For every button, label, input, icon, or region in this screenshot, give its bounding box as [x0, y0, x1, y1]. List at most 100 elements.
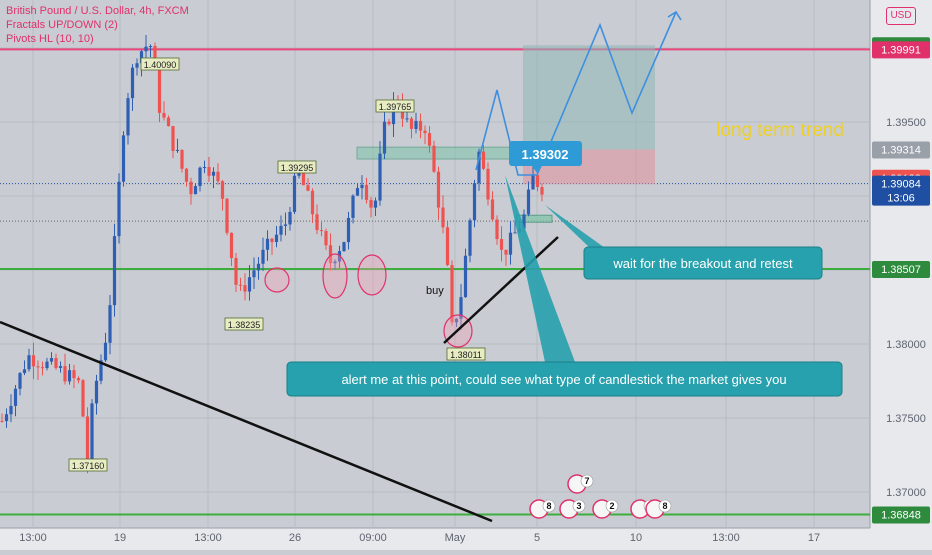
candle-body — [450, 265, 454, 323]
candle-body — [198, 167, 202, 187]
event-badge-circle — [572, 499, 586, 513]
pivot-label: 1.38011 — [450, 350, 482, 360]
candle-body — [405, 118, 409, 120]
candle-body — [270, 238, 274, 243]
indicator-pivots[interactable]: Pivots HL (10, 10) — [6, 33, 94, 45]
candle-body — [256, 263, 261, 271]
pivot-label: 1.39295 — [281, 163, 314, 173]
candle-body — [414, 120, 418, 129]
price-callout-pointer — [532, 166, 542, 173]
candle-body — [234, 258, 238, 285]
x-tick-label: 13:00 — [19, 532, 47, 544]
trend-text: long term trend — [716, 120, 844, 141]
x-tick-label: 09:00 — [359, 532, 387, 544]
candle-body — [499, 239, 504, 250]
x-tick-label: 17 — [808, 532, 820, 544]
pivot-label-box — [140, 57, 180, 71]
long-trendline — [0, 320, 493, 523]
candle-body — [310, 190, 315, 215]
candle-body — [382, 121, 387, 154]
note-alert: alert me at this point, could see what t… — [341, 372, 786, 387]
candle-body — [495, 219, 499, 240]
candle-body — [36, 366, 40, 368]
note-retest-box — [583, 246, 823, 280]
pivot-label-box — [375, 99, 415, 113]
candle-body — [441, 207, 445, 228]
candle-body — [378, 153, 382, 201]
candle-body — [81, 380, 85, 417]
candle-body — [189, 181, 193, 195]
buy-label: buy — [426, 285, 444, 297]
candle-body — [76, 378, 81, 381]
candle-body — [9, 405, 13, 415]
candle-body — [364, 184, 369, 200]
candle-body — [522, 214, 526, 229]
candle-body — [423, 130, 427, 134]
candle-body — [427, 133, 432, 146]
x-tick-label: 26 — [289, 532, 301, 544]
candle-body — [324, 230, 328, 246]
highlight-ellipse — [322, 253, 348, 299]
event-badge-circle — [605, 499, 619, 513]
time-axis-background — [0, 528, 870, 550]
price-axis-tag — [872, 141, 930, 159]
x-tick-label: 5 — [534, 532, 540, 544]
highlight-ellipse — [357, 254, 387, 296]
candle-body — [99, 360, 103, 381]
candle-body — [459, 297, 463, 319]
candle-body — [90, 403, 94, 465]
candle-body — [54, 358, 58, 368]
x-tick-label: 13:00 — [712, 532, 740, 544]
symbol-title[interactable]: British Pound / U.S. Dollar, 4h, FXCM — [6, 5, 189, 17]
candle-body — [238, 284, 243, 286]
indicator-fractals[interactable]: Fractals UP/DOWN (2) — [6, 19, 118, 31]
candle-body — [108, 305, 112, 343]
candle-body — [468, 220, 472, 256]
highlight-ellipse — [264, 267, 290, 293]
candle-body — [27, 355, 31, 370]
candle-body — [360, 184, 364, 189]
candle-body — [288, 211, 292, 225]
price-axis-tag — [872, 506, 930, 524]
pivot-label-box — [68, 458, 108, 472]
candle-body — [418, 120, 423, 131]
candle-body — [49, 358, 54, 362]
y-tick-label: 1.37500 — [886, 413, 926, 425]
candle-body — [490, 199, 495, 220]
y-tick-label: 1.38000 — [886, 339, 926, 351]
candle-body — [72, 370, 76, 379]
candle-body — [504, 249, 508, 255]
candle-body — [445, 227, 450, 266]
candle-body — [535, 175, 540, 188]
event-badge-circle — [542, 499, 556, 513]
candle-body — [94, 380, 99, 404]
candle-body — [432, 145, 436, 172]
candles — [0, 35, 544, 474]
candle-body — [333, 261, 337, 264]
projection-path — [475, 11, 677, 176]
candle-body — [481, 151, 486, 169]
note-retest-pointer — [545, 205, 605, 248]
candle-body — [112, 236, 117, 306]
candle-body — [153, 46, 157, 70]
pivot-label-box — [224, 317, 264, 331]
note-alert-box — [286, 361, 843, 397]
event-badge-count: 3 — [576, 501, 581, 511]
candle-body — [45, 361, 49, 369]
candle-body — [0, 420, 4, 422]
candle-body — [31, 355, 36, 367]
candle-body — [18, 373, 22, 389]
currency-button[interactable]: USD — [886, 7, 916, 25]
candle-body — [319, 230, 324, 232]
price-axis-tag-label: 1.39991 — [881, 44, 921, 56]
price-axis-tag — [872, 175, 930, 206]
candle-body — [373, 200, 378, 208]
pivot-label: 1.38235 — [228, 320, 261, 330]
candle-body — [139, 51, 144, 64]
event-badge-count: 2 — [609, 501, 614, 511]
candle-body — [225, 198, 229, 233]
candle-body — [243, 285, 247, 292]
candle-body — [207, 167, 211, 176]
